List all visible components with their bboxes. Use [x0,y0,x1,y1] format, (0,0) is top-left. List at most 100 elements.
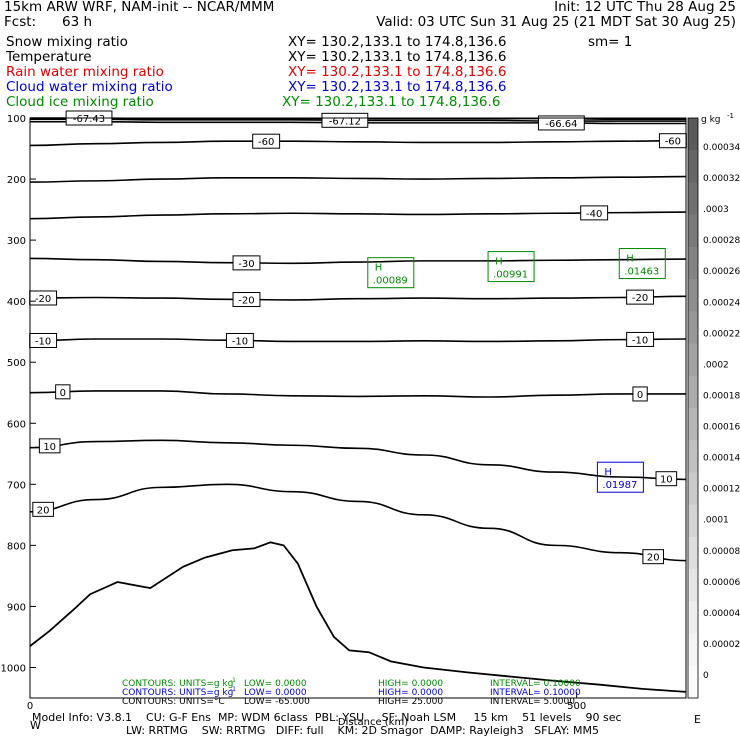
contour-label: -67.43 [73,114,105,125]
colorbar-label: 0.00006 [703,578,740,588]
maximum-box [596,461,644,493]
contour-interval: INTERVAL= 0.10000 [490,688,581,698]
colorbar-label: 0.00034 [703,143,740,153]
contour-label: -66.64 [545,119,577,130]
colorbar-label: 0.00016 [703,423,740,433]
colorbar-label: .0003 [703,205,729,215]
field-smoothing: sm= 1 [588,34,633,50]
field-xy: XY= 130.2,133.1 to 174.8,136.6 [288,79,507,95]
contour-interval: INTERVAL= 0.10000 [490,679,581,689]
contour-label-box [38,438,61,454]
contour-low: LOW= 0.0000 [244,688,307,698]
field-name: Snow mixing ratio [6,34,128,50]
contour-label: 0 [637,390,643,401]
colorbar-swatch [688,375,698,409]
contour-label-box [580,205,609,221]
x-tick-label: 0 [27,701,33,712]
contour-label-box [655,471,678,487]
colorbar-label: 0.00008 [703,547,740,557]
colorbar-swatch [688,279,698,312]
contour-label: -20 [632,293,648,304]
temperature-contour [29,483,687,562]
colorbar-frame [687,117,699,699]
contour-label-box [252,133,281,149]
contour-label-box [232,292,261,308]
colorbar-swatch [688,408,698,441]
y-tick-label: 500 [7,358,26,369]
colorbar-label: 0.00004 [703,609,740,619]
temperature-contour [29,439,687,481]
y-tick-label: 700 [7,480,26,491]
y-tick-label: 900 [7,602,26,613]
temperature-contour [29,338,687,343]
contour-label: 0 [60,388,66,399]
maximum-value: .01463 [624,267,659,278]
plot-frame [29,117,687,699]
colorbar-units: g kg [701,115,721,125]
colorbar-swatch [688,150,698,183]
temperature-contour [29,257,687,265]
field-xy: XY= 130.2,133.1 to 174.8,136.6 [282,94,501,110]
y-tick-label: 200 [7,175,26,186]
footer-east-marker: E [694,713,701,726]
field-name: Rain water mixing ratio [6,64,164,80]
contour-units-exponent: -1 [230,686,236,693]
contour-low: LOW= 0.0000 [244,679,307,689]
temperature-contour [29,390,687,398]
maximum-box [618,248,666,280]
contour-label-box [321,112,369,128]
contour-label: -60 [665,137,681,148]
contour-units: CONTOURS: UNITS=g kg [122,688,233,698]
maximum-value: .01987 [602,480,637,491]
maximum-value: .00991 [493,270,528,281]
colorbar-label: 0.00026 [703,267,740,277]
contour-label-box [32,501,54,517]
colorbar-swatch [688,601,698,635]
field-name: Temperature [6,49,92,65]
contour-label-box [632,386,648,402]
field-xy: XY= 130.2,133.1 to 174.8,136.6 [288,34,507,50]
colorbar-swatch [688,472,698,506]
colorbar-label: 0.00018 [703,391,740,401]
colorbar-label: 0.00014 [703,454,740,464]
colorbar-swatch [688,214,698,248]
colorbar-label: 0.00024 [703,298,740,308]
contour-high: HIGH= 0.0000 [378,688,443,698]
model-title: 15km ARW WRF, NAM-init -- NCAR/MMM [4,0,275,15]
y-tick-label: 100 [7,114,26,125]
y-tick-label: 600 [7,419,26,430]
colorbar-label: .0001 [703,516,729,526]
colorbar-swatch [688,504,698,538]
contour-label-box [225,332,254,348]
contour-interval: INTERVAL= 5.0000 [490,697,575,707]
init-time: Init: 12 UTC Thu 28 Aug 25 [554,0,736,15]
contour-high: HIGH= 25.000 [378,697,443,707]
maximum-value: .00089 [373,276,408,287]
footer-model-info: Model Info: V3.8.1 CU: G-F Ens MP: WDM 6… [32,711,622,724]
footer-physics-info: LW: RRTMG SW: RRTMG DIFF: full KM: 2D Sm… [126,724,599,737]
temperature-contour [29,175,687,183]
contour-label: -20 [35,294,51,305]
contour-label: 20 [647,553,660,564]
contour-label: -60 [258,137,274,148]
maximum-box [487,251,535,283]
forecast-hour: 63 h [62,14,93,30]
colorbar-label: 0 [703,671,709,681]
y-tick-label: 300 [7,236,26,247]
contour-label: -67.12 [329,116,361,127]
contour-label: -10 [632,335,648,346]
colorbar-swatch [688,311,698,345]
colorbar-swatch [688,246,698,280]
temperature-contour [29,211,687,220]
temperature-contour [29,295,687,301]
field-name: Cloud ice mixing ratio [6,94,154,110]
valid-time: Valid: 03 UTC Sun 31 Aug 25 (21 MDT Sat … [376,14,736,30]
field-xy: XY= 130.2,133.1 to 174.8,136.6 [288,49,507,65]
contour-units-exponent: -1 [230,677,236,684]
field-xy: XY= 130.2,133.1 to 174.8,136.6 [288,64,507,80]
contour-label-box [642,549,665,565]
contour-label-box [626,289,655,305]
x-tick-label: 500 [567,701,586,712]
contour-label: -10 [35,336,51,347]
